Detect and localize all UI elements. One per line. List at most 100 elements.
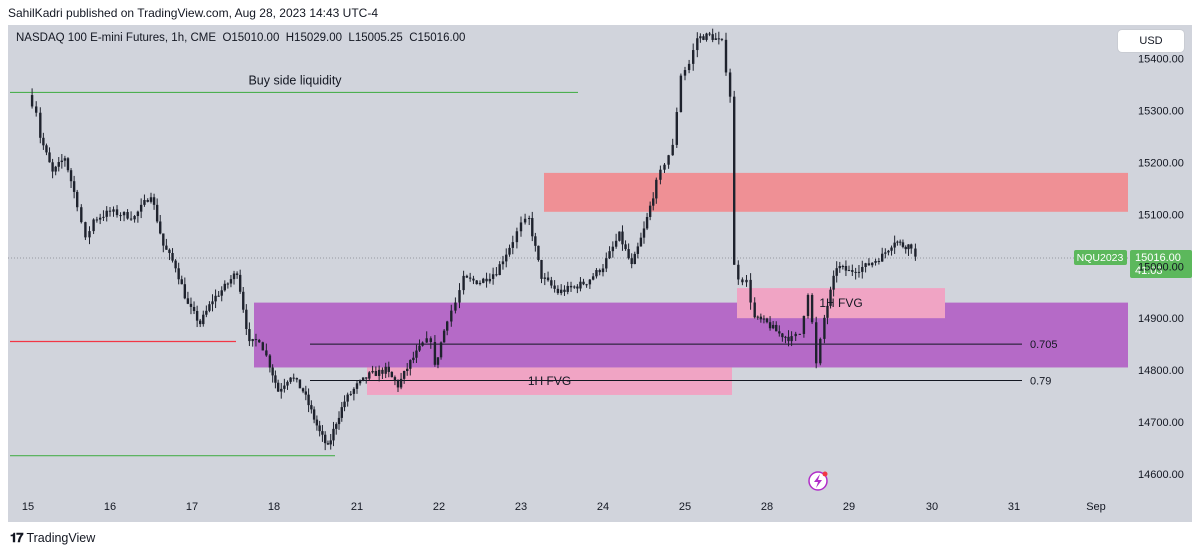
candle-body xyxy=(687,63,691,71)
x-tick-label: 21 xyxy=(351,501,363,513)
candle-body xyxy=(318,425,321,432)
last-price-tag xyxy=(1130,249,1192,278)
candle-body xyxy=(189,303,193,307)
candle-body xyxy=(887,250,890,253)
candle-body xyxy=(753,302,756,318)
candle-body xyxy=(365,377,368,379)
candle-body xyxy=(576,286,579,289)
candle-body xyxy=(95,219,99,221)
candle-body xyxy=(491,274,495,279)
candle-body xyxy=(242,291,245,310)
last-price-label: 15016.00 xyxy=(1135,252,1181,264)
candle-body xyxy=(762,318,766,320)
labels-layer: 1H FVG 1H FVG Buy side liquidity 0.705 0.79 N… xyxy=(248,73,1192,491)
candle-body xyxy=(402,371,406,379)
y-tick-label: 14600.00 xyxy=(1138,469,1184,481)
fib-079-label: 0.79 xyxy=(1030,375,1051,387)
candle-body xyxy=(54,166,57,172)
candle-body xyxy=(829,289,832,306)
candle-body xyxy=(183,284,187,299)
candle-body xyxy=(276,382,280,392)
candle-body xyxy=(630,258,633,265)
candle-body xyxy=(728,72,732,97)
zones-layer xyxy=(254,172,1128,395)
currency-button[interactable]: USD xyxy=(1118,30,1184,52)
fvg-upper-label: 1H FVG xyxy=(819,296,862,310)
candle-body xyxy=(340,407,343,418)
candle-body xyxy=(429,338,432,343)
candle-body xyxy=(418,345,421,351)
buy-side-liquidity-label: Buy side liquidity xyxy=(248,73,342,87)
candle-body xyxy=(295,378,299,380)
purple-zone xyxy=(254,302,1128,368)
candle-body xyxy=(519,222,523,232)
candle-body xyxy=(105,210,108,217)
candle-body xyxy=(254,339,258,341)
candle-body xyxy=(851,270,854,272)
candle-body xyxy=(155,204,159,222)
candle-body xyxy=(450,310,453,322)
candle-body xyxy=(864,263,867,267)
candle-body xyxy=(655,179,658,199)
publisher-header: SahilKadri published on TradingView.com,… xyxy=(8,6,379,20)
candle-body xyxy=(146,200,149,202)
candle-body xyxy=(705,33,708,40)
legend-low: L15005.25 xyxy=(348,32,403,44)
candle-body xyxy=(611,246,615,252)
candle-body xyxy=(871,262,874,266)
candle-body xyxy=(361,377,365,381)
candle-body xyxy=(749,279,752,303)
candle-body xyxy=(768,322,772,329)
candle-body xyxy=(624,244,627,250)
candle-body xyxy=(352,388,356,394)
candle-body xyxy=(531,218,534,237)
candle-body xyxy=(223,283,226,291)
candle-body xyxy=(582,281,585,285)
event-dot-icon xyxy=(822,471,828,477)
candle-body xyxy=(675,112,678,145)
candle-body xyxy=(472,278,475,281)
candle-body xyxy=(857,271,861,273)
candle-body xyxy=(261,342,264,351)
candle-body xyxy=(415,350,418,358)
candle-body xyxy=(621,231,624,245)
candle-body xyxy=(30,95,34,107)
candle-body xyxy=(335,424,338,429)
candle-body xyxy=(60,160,64,163)
candle-body xyxy=(556,288,560,294)
candle-body xyxy=(143,200,146,205)
candle-body xyxy=(566,285,569,292)
x-tick-label: 22 xyxy=(433,501,445,513)
candle-body xyxy=(485,278,488,282)
candle-body xyxy=(349,393,352,395)
x-tick-label: Sep xyxy=(1086,501,1106,513)
candle-body xyxy=(98,217,102,220)
candle-body xyxy=(119,215,122,217)
candle-body xyxy=(523,218,527,223)
candle-body xyxy=(226,283,230,285)
candle-body xyxy=(540,260,543,279)
candle-body xyxy=(268,355,272,368)
candle-body xyxy=(844,266,848,271)
candle-body xyxy=(720,38,724,40)
candle-body xyxy=(84,222,87,238)
candle-body xyxy=(332,428,335,441)
legend-close: C15016.00 xyxy=(409,32,466,44)
candle-body xyxy=(454,302,457,311)
candle-body xyxy=(511,242,514,248)
candle-body xyxy=(659,169,662,180)
candle-body xyxy=(283,385,286,389)
candle-body xyxy=(475,280,478,285)
candle-body xyxy=(815,322,818,364)
candle-body xyxy=(515,231,519,243)
x-tick-label: 23 xyxy=(515,501,527,513)
candle-body xyxy=(702,36,705,40)
candle-body xyxy=(648,205,652,217)
tradingview-logo[interactable]: 𝟏𝟕 TradingView xyxy=(10,530,95,546)
candle-body xyxy=(559,289,563,294)
y-tick-label: 15300.00 xyxy=(1138,106,1184,118)
candle-body xyxy=(42,137,45,146)
candle-body xyxy=(737,264,740,280)
candle-body xyxy=(907,244,910,250)
